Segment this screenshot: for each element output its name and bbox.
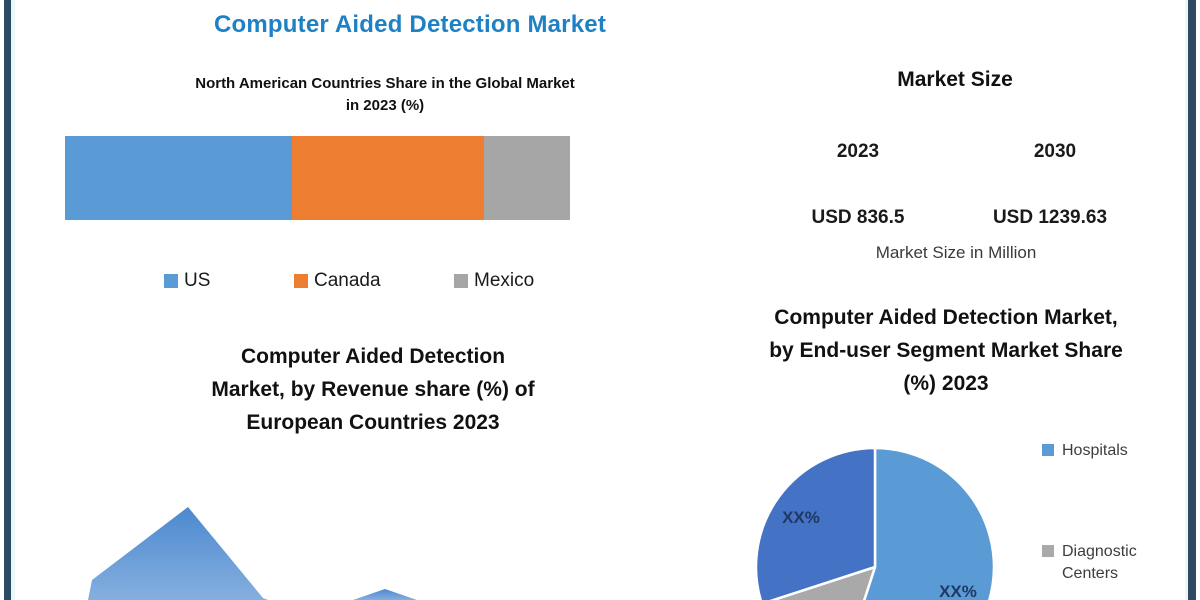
market-size-year-2023: 2023 xyxy=(836,141,880,162)
eu-chart-title-line1: Computer Aided Detection xyxy=(240,345,506,368)
end-user-pie-chart xyxy=(754,446,996,600)
us-legend-label: US xyxy=(184,270,211,291)
na-bar-segment-mexico xyxy=(484,136,570,220)
eu-area-chart xyxy=(88,507,417,600)
right-inner-stripe xyxy=(1185,0,1188,600)
eu-chart-title: Computer Aided Detection Market, by Reve… xyxy=(123,340,623,439)
us-legend-swatch xyxy=(164,274,178,288)
market-size-value-2030: USD 1239.63 xyxy=(992,207,1108,228)
na-chart-title-line1: North American Countries Share in the Gl… xyxy=(195,75,575,92)
pie-slice-hospitals xyxy=(862,446,996,600)
mexico-legend-label: Mexico xyxy=(474,270,535,291)
na-legend-item-us: US xyxy=(164,270,210,292)
page-title: Computer Aided Detection Market xyxy=(213,11,607,38)
market-size-year-2030: 2030 xyxy=(1033,141,1077,162)
diagnostic-legend-swatch xyxy=(1042,545,1054,557)
area-peak-small xyxy=(353,589,417,600)
hospitals-legend-swatch xyxy=(1042,444,1054,456)
pie-chart-title-line2: by End-user Segment Market Share xyxy=(769,339,1123,362)
na-chart-title-line2: in 2023 (%) xyxy=(345,97,425,114)
pie-chart-title-line3: (%) 2023 xyxy=(903,372,989,395)
hospitals-legend-label: Hospitals xyxy=(1062,442,1128,459)
mexico-legend-swatch xyxy=(454,274,468,288)
canada-legend-swatch xyxy=(294,274,308,288)
pie-chart-title: Computer Aided Detection Market, by End-… xyxy=(716,301,1176,400)
left-border-stripe xyxy=(4,0,11,600)
pie-slice-unlabeled-2 xyxy=(754,446,877,600)
na-legend-item-canada: Canada xyxy=(294,270,381,292)
pie-legend-item-diagnostic-centers: Diagnostic Centers xyxy=(1042,541,1152,585)
na-legend-item-mexico: Mexico xyxy=(454,270,534,292)
pie-label-light-slice: XX% xyxy=(939,582,977,600)
eu-chart-title-line3: European Countries 2023 xyxy=(246,411,500,434)
area-peak-large xyxy=(88,507,268,600)
na-chart-title: North American Countries Share in the Gl… xyxy=(135,73,635,117)
market-size-unit: Market Size in Million xyxy=(875,243,1037,262)
pie-chart-title-line1: Computer Aided Detection Market, xyxy=(774,306,1118,329)
pie-label-dark-slice: XX% xyxy=(782,508,820,527)
eu-chart-title-line2: Market, by Revenue share (%) of xyxy=(211,378,535,401)
pie-legend-item-hospitals: Hospitals xyxy=(1042,440,1172,462)
diagnostic-legend-label: Diagnostic Centers xyxy=(1062,543,1137,582)
na-bar-segment-us xyxy=(65,136,293,220)
market-size-heading: Market Size xyxy=(897,68,1013,91)
canada-legend-label: Canada xyxy=(314,270,381,291)
market-size-value-2023: USD 836.5 xyxy=(811,207,905,228)
na-bar-segment-canada xyxy=(292,136,485,220)
left-inner-stripe xyxy=(11,0,15,600)
right-border-stripe xyxy=(1188,0,1196,600)
na-stacked-bar-chart xyxy=(65,136,570,220)
